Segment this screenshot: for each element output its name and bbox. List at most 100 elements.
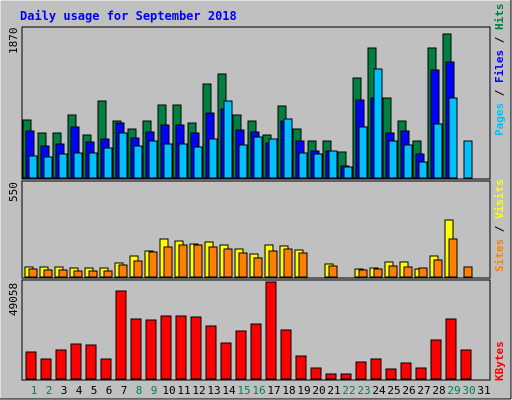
bar-pages-day-10 [163,143,173,179]
x-tick-label-25: 25 [387,384,400,397]
legend-sites-visits: Sites / Visits [493,179,506,272]
bar-sites-day-6 [103,270,113,278]
bar-kbytes-day-28 [430,339,442,380]
bar-pages-day-12 [193,146,203,179]
bar-pages-day-27 [418,161,428,179]
x-tick-label-8: 8 [136,384,143,397]
legend-part-legend-top-1: / [493,83,506,103]
bar-pages-day-4 [73,152,83,179]
bar-kbytes-day-1 [25,351,37,380]
bar-sites-day-26 [403,266,413,278]
bar-pages-day-11 [178,143,188,179]
legend-pages-files-hits: Pages / Files / Hits [493,4,506,137]
bar-kbytes-day-4 [70,343,82,380]
bar-kbytes-day-15 [235,330,247,380]
x-tick-label-24: 24 [372,384,386,397]
x-tick-label-16: 16 [252,384,265,397]
bar-kbytes-day-9 [145,319,157,380]
bar-sites-day-18 [283,248,293,278]
bar-kbytes-day-30 [460,349,472,380]
x-tick-label-3: 3 [61,384,68,397]
x-tick-label-5: 5 [91,384,98,397]
bar-sites-day-14 [223,248,233,278]
bar-pages-day-13 [208,138,218,179]
bar-sites-day-11 [178,244,188,278]
x-tick-label-28: 28 [432,384,445,397]
bar-pages-day-2 [43,156,53,179]
bar-sites-day-3 [58,269,68,278]
bar-marks [22,33,473,380]
x-tick-label-26: 26 [402,384,415,397]
bar-sites-day-19 [298,252,308,278]
x-tick-label-15: 15 [237,384,250,397]
bar-kbytes-day-16 [250,323,262,380]
bar-sites-day-25 [388,265,398,278]
bar-sites-day-2 [43,269,53,278]
x-tick-label-2: 2 [46,384,53,397]
x-tick-label-23: 23 [357,384,370,397]
bar-pages-day-3 [58,153,68,179]
x-tick-label-9: 9 [151,384,158,397]
bar-kbytes-day-26 [400,362,412,380]
bar-pages-day-22 [343,166,353,179]
bar-kbytes-day-27 [415,367,427,380]
bar-pages-day-23 [358,126,368,179]
x-tick-label-22: 22 [342,384,355,397]
bar-kbytes-day-7 [115,290,127,380]
x-tick-label-27: 27 [417,384,430,397]
bar-pages-day-26 [403,144,413,179]
bar-pages-day-25 [388,140,398,179]
bar-sites-day-17 [268,250,278,278]
legend-part-legend-top-3: / [493,30,506,50]
bar-kbytes-day-23 [355,361,367,380]
bar-pages-day-14 [223,100,233,179]
bar-sites-day-5 [88,270,98,278]
bar-kbytes-day-2 [40,358,52,380]
x-tick-label-7: 7 [121,384,128,397]
bar-kbytes-day-19 [295,355,307,380]
bar-kbytes-day-20 [310,367,322,380]
bar-sites-day-15 [238,252,248,278]
bar-sites-day-21 [328,265,338,278]
bar-pages-day-8 [133,145,143,179]
legend-kbytes: KBytes [493,341,506,381]
bar-sites-day-29 [448,238,458,278]
bar-sites-day-16 [253,257,263,278]
bar-pages-day-5 [88,152,98,179]
x-tick-label-19: 19 [297,384,310,397]
bar-pages-day-28 [433,123,443,179]
bar-pages-day-21 [328,150,338,179]
bar-sites-day-4 [73,270,83,278]
bar-sites-day-13 [208,246,218,278]
bar-pages-day-29 [448,97,458,179]
bar-pages-day-24 [373,68,383,179]
bar-sites-day-12 [193,244,203,278]
chart-title: Daily usage for September 2018 [20,9,237,23]
x-tick-label-1: 1 [31,384,38,397]
legend-part-legend-top-2: Files [493,50,506,83]
x-tick-label-6: 6 [106,384,113,397]
legend-part-legend-mid-1: / [493,219,506,239]
bar-kbytes-day-22 [340,373,352,380]
bar-kbytes-day-5 [85,344,97,380]
bar-pages-day-30 [463,140,473,179]
bar-pages-day-18 [283,118,293,179]
bar-sites-day-1 [28,268,38,278]
legend-part-legend-mid-2: Visits [493,179,506,219]
x-tick-label-13: 13 [207,384,220,397]
x-tick-label-31: 31 [477,384,490,397]
x-tick-label-4: 4 [76,384,83,397]
bar-kbytes-day-29 [445,318,457,380]
bar-pages-day-7 [118,132,128,179]
bar-kbytes-day-13 [205,325,217,380]
x-tick-label-29: 29 [447,384,460,397]
x-axis-labels: 1 2 3 4 5 6 7 8 9 10 11 12 13 14 15 16 17 18 19 20 21 22 23 24 2… [31,384,491,397]
ymax-label-hits: 1870 [7,28,20,55]
bar-pages-day-17 [268,138,278,179]
x-tick-label-14: 14 [222,384,236,397]
bar-kbytes-day-21 [325,373,337,380]
x-tick-label-21: 21 [327,384,340,397]
x-tick-label-18: 18 [282,384,295,397]
x-tick-label-12: 12 [192,384,205,397]
